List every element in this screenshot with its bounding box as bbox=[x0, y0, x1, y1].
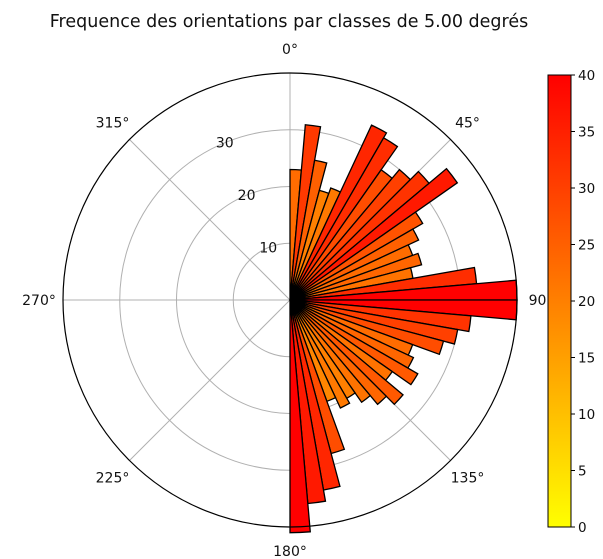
colorbar-ticks: 0 5 10 15 20 25 30 35 40 bbox=[571, 68, 595, 536]
bars-layer bbox=[289, 124, 518, 534]
radial-tick-label: 20 bbox=[238, 188, 256, 204]
colorbar-tick-label: 5 bbox=[578, 464, 587, 480]
colorbar-tick-label: 10 bbox=[578, 407, 595, 423]
bar bbox=[289, 299, 388, 406]
bar bbox=[289, 299, 404, 406]
colorbar-tick-label: 25 bbox=[578, 238, 595, 254]
bar bbox=[289, 299, 372, 404]
grid-spoke bbox=[129, 139, 291, 301]
angle-label: 0° bbox=[282, 42, 298, 58]
bar bbox=[289, 299, 311, 534]
angle-label: 180° bbox=[273, 544, 307, 559]
angle-label: 315° bbox=[96, 116, 130, 132]
colorbar bbox=[547, 74, 572, 528]
angle-label: 225° bbox=[96, 471, 130, 487]
colorbar-tick-label: 35 bbox=[578, 125, 595, 141]
colorbar-tick-label: 15 bbox=[578, 351, 595, 367]
bar bbox=[289, 228, 420, 301]
radial-tick-label: 10 bbox=[259, 241, 277, 257]
bar bbox=[289, 299, 351, 409]
angle-label: 135° bbox=[451, 471, 485, 487]
colorbar-tick-label: 20 bbox=[578, 294, 595, 310]
grid-spoke bbox=[129, 299, 291, 461]
angle-labels: 0° 45° 90° 135° 180° 225° 270° 315° bbox=[22, 42, 553, 559]
angle-label: 45° bbox=[455, 116, 480, 132]
bar bbox=[289, 299, 419, 386]
radial-tick-label: 30 bbox=[216, 136, 234, 152]
bar bbox=[289, 211, 424, 301]
colorbar-tick-label: 40 bbox=[578, 68, 595, 84]
bar bbox=[289, 252, 423, 301]
chart-title: Frequence des orientations par classes d… bbox=[50, 12, 528, 32]
angle-label: 90° bbox=[529, 293, 554, 309]
radial-tick-labels: 10 20 30 bbox=[216, 136, 277, 257]
colorbar-tick-label: 30 bbox=[578, 181, 595, 197]
bar bbox=[289, 167, 459, 301]
bar bbox=[289, 124, 388, 301]
polar-frame bbox=[62, 72, 518, 528]
angle-label: 270° bbox=[22, 293, 56, 309]
colorbar-tick-label: 0 bbox=[578, 520, 587, 536]
bar bbox=[289, 136, 399, 301]
